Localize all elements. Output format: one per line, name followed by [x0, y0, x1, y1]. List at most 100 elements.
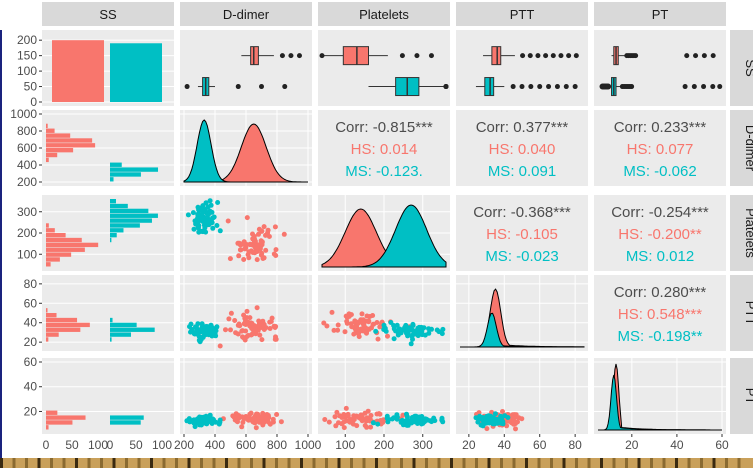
- scatter-point: [326, 419, 332, 425]
- corr-ms: MS: -0.123.: [345, 163, 423, 180]
- scatter-point: [375, 336, 381, 342]
- outlier-point: [510, 84, 516, 90]
- scatter-pt-d-dimer: [184, 410, 284, 431]
- scatter-point: [217, 417, 223, 423]
- scatter-point: [239, 328, 245, 334]
- corr-hs: HS: 0.040: [489, 141, 556, 158]
- x-tick-label: 60: [533, 438, 547, 452]
- x-tick-label: 100: [152, 438, 172, 452]
- y-tick-label: 200: [17, 33, 37, 47]
- scatter-pt-platelets: [322, 405, 446, 431]
- scatter-point: [353, 413, 359, 419]
- scatter-point: [479, 416, 485, 422]
- panel-d-dimer-platelets: [318, 110, 450, 186]
- hist-bin: [110, 167, 159, 172]
- scatter-point: [375, 421, 381, 427]
- scatter-point: [232, 318, 238, 323]
- scatter-point: [240, 419, 246, 425]
- corr-hs: HS: 0.014: [351, 141, 418, 158]
- scatter-point: [235, 322, 241, 328]
- corr-total: Corr: -0.254***: [611, 204, 709, 221]
- scatter-point: [425, 417, 431, 423]
- scatter-point: [415, 333, 421, 339]
- hist-bin: [110, 237, 112, 243]
- hist-bin: [46, 133, 71, 138]
- corr-ms: MS: -0.023: [485, 248, 558, 265]
- scatter-point: [335, 322, 341, 328]
- scatter-point: [263, 247, 269, 253]
- scatter-point: [236, 253, 242, 259]
- hist-bin: [46, 228, 55, 233]
- scatter-point: [235, 240, 241, 246]
- scatter-point: [195, 321, 201, 327]
- hist-bin: [46, 247, 85, 252]
- scatter-point: [251, 239, 257, 245]
- scatter-point: [247, 315, 253, 321]
- scatter-point: [368, 424, 374, 430]
- scatter-point: [254, 305, 260, 311]
- scatter-point: [391, 336, 397, 342]
- scatter-point: [244, 242, 250, 248]
- scatter-point: [197, 339, 203, 345]
- row-label-platelets: Platelets: [743, 208, 753, 258]
- scatter-point: [254, 243, 260, 249]
- outlier-point: [279, 53, 285, 59]
- panel-ptt-platelets: [318, 275, 450, 351]
- scatter-point: [228, 310, 234, 316]
- column-strip-ss: [42, 2, 174, 26]
- scatter-point: [434, 327, 440, 333]
- hist-bin: [46, 223, 49, 228]
- scatter-point: [191, 226, 197, 232]
- x-tick-label: 20: [625, 438, 639, 452]
- scatter-point: [190, 210, 196, 216]
- scatter-point: [214, 223, 220, 228]
- scatter-point: [360, 317, 366, 323]
- density-ptt: [460, 288, 585, 348]
- scatter-point: [203, 331, 209, 337]
- scatter-point: [341, 425, 347, 431]
- hist-bin: [110, 177, 114, 182]
- scatter-point: [351, 331, 357, 337]
- row-label-pt: PT: [743, 388, 753, 405]
- bar-hs: [52, 40, 104, 102]
- scatter-point: [270, 416, 276, 422]
- boxplot-d-dimer: [197, 46, 302, 97]
- y-tick-label: 100: [17, 64, 37, 78]
- hist-bin: [46, 337, 49, 342]
- hist-bin: [110, 233, 117, 238]
- scatter-point: [199, 321, 205, 327]
- scatter-point: [420, 420, 426, 426]
- scatter-point: [195, 204, 201, 210]
- outlier-point: [566, 53, 572, 59]
- hist-bin: [46, 317, 78, 323]
- hist-bin: [46, 257, 60, 262]
- scatter-point: [239, 414, 245, 420]
- hist-bin: [46, 123, 48, 129]
- y-tick-label: 50: [24, 80, 38, 94]
- x-tick-label: 800: [267, 438, 287, 452]
- hist-bin: [46, 128, 55, 133]
- scatter-point: [347, 417, 353, 422]
- column-label-ptt: PTT: [510, 7, 535, 22]
- scatter-point: [241, 257, 247, 262]
- scatter-point: [500, 409, 505, 414]
- hist-bin: [110, 223, 140, 228]
- x-tick-label: 600: [236, 438, 256, 452]
- hist-bin: [46, 252, 72, 257]
- outlier-point: [701, 84, 707, 90]
- scatter-point: [367, 314, 373, 319]
- scatter-point: [394, 322, 400, 328]
- x-tick-label: 0: [107, 438, 114, 452]
- scatter-point: [227, 256, 233, 262]
- scatter-point: [253, 425, 259, 431]
- y-tick-label: 40: [24, 316, 38, 330]
- outlier-point: [259, 84, 264, 90]
- panel-platelets-ptt: [456, 195, 588, 271]
- box-hs: [342, 46, 369, 66]
- y-tick-label: 400: [17, 158, 37, 172]
- y-tick-label: 60: [24, 296, 38, 310]
- scatter-point: [510, 417, 516, 423]
- scatter-point: [217, 228, 223, 234]
- scatter-point: [404, 417, 410, 423]
- scatter-point: [371, 321, 377, 327]
